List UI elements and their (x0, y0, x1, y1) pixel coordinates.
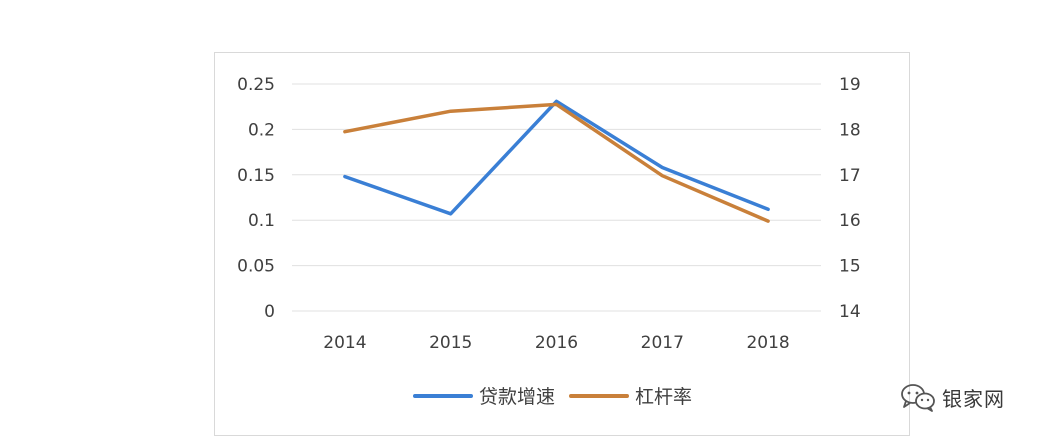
left-tick-label: 0.1 (248, 211, 275, 231)
x-tick-label: 2018 (746, 333, 789, 353)
right-tick-label: 19 (839, 75, 861, 95)
left-tick-label: 0.25 (237, 75, 275, 95)
series-line-1 (343, 102, 770, 223)
right-axis-ticks: 14 15 16 17 18 19 (839, 75, 861, 322)
left-tick-label: 0 (264, 302, 275, 322)
watermark: 银家网 (900, 380, 1005, 414)
right-tick-label: 14 (839, 302, 861, 322)
legend-label-1: 杠杆率 (635, 386, 692, 408)
right-tick-label: 17 (839, 166, 861, 186)
left-tick-label: 0.05 (237, 257, 275, 277)
grid-lines (292, 83, 821, 312)
series-line-0 (343, 99, 770, 216)
wechat-icon (901, 384, 935, 412)
legend-label-0: 贷款增速 (479, 386, 555, 408)
chart-frame: 0 0.05 0.1 0.15 0.2 0.25 14 15 16 17 18 19 2014 201… (214, 52, 910, 436)
x-tick-label: 2016 (535, 333, 578, 353)
x-tick-label: 2017 (641, 333, 684, 353)
x-tick-label: 2014 (323, 333, 366, 353)
series-lines (343, 99, 770, 223)
watermark-text: 银家网 (942, 386, 1005, 411)
right-tick-label: 16 (839, 211, 861, 231)
right-tick-label: 15 (839, 257, 861, 277)
left-tick-label: 0.15 (237, 166, 275, 186)
x-tick-label: 2015 (429, 333, 472, 353)
x-axis-ticks: 2014 2015 2016 2017 2018 (323, 333, 789, 353)
right-tick-label: 18 (839, 120, 861, 140)
left-axis-ticks: 0 0.05 0.1 0.15 0.2 0.25 (237, 75, 275, 322)
left-tick-label: 0.2 (248, 120, 275, 140)
legend: 贷款增速 杠杆率 (413, 386, 692, 408)
